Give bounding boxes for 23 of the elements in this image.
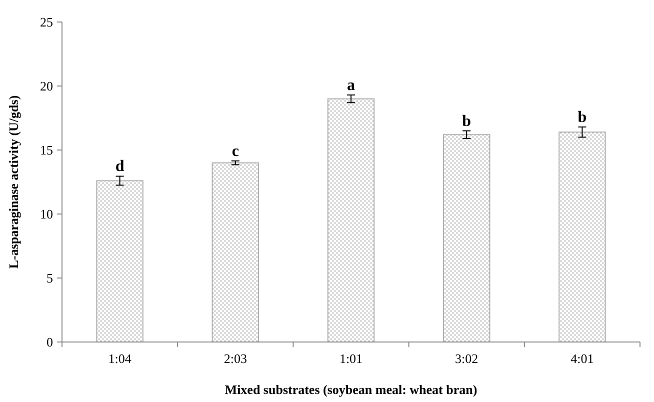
annotation: c [232, 142, 239, 160]
y-tick-label: 20 [40, 78, 53, 94]
bar [96, 180, 144, 342]
y-tick-label: 0 [46, 334, 53, 350]
x-tick-label: 4:01 [570, 351, 594, 366]
y-tick-label: 5 [46, 270, 53, 286]
bar [212, 162, 260, 342]
y-tick-label: 15 [40, 142, 53, 158]
x-tick-label: 2:03 [224, 351, 247, 366]
bar [442, 134, 490, 342]
annotation: b [578, 108, 587, 126]
y-tick-label: 25 [40, 14, 53, 30]
bar [558, 132, 606, 342]
x-tick-label: 3:02 [455, 351, 478, 366]
annotation: a [347, 76, 355, 94]
annotation: d [115, 158, 124, 176]
x-tick-label: 1:04 [108, 351, 132, 366]
x-axis-title: Mixed substrates (soybean meal: wheat bran) [224, 382, 478, 397]
annotation: b [462, 112, 472, 130]
x-tick-label: 1:01 [339, 351, 363, 366]
bar [327, 98, 375, 342]
y-tick-label: 10 [40, 206, 53, 222]
y-axis-title: L-asparaginase activity (U/gds) [6, 95, 21, 269]
